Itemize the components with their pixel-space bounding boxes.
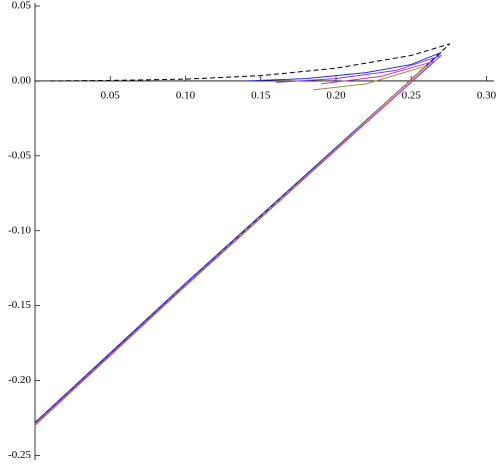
x-tick-label: 0.10 [176,89,196,101]
y-tick-label: -0.05 [8,149,31,161]
series-line [34,43,451,423]
y-tick-label: -0.25 [8,449,31,461]
x-tick-label: 0.30 [477,89,497,101]
x-tick-label: 0.20 [326,89,346,101]
y-tick-label: 0.00 [12,74,32,86]
y-tick-label: -0.20 [8,374,31,386]
x-tick-label: 0.15 [251,89,271,101]
y-tick-label: 0.05 [12,0,32,12]
series-line [34,65,427,426]
x-tick-label: 0.05 [101,89,121,101]
y-tick-label: -0.15 [8,299,31,311]
series-line [34,51,442,423]
x-tick-label: 0.25 [402,89,422,101]
y-tick-label: -0.10 [8,224,31,236]
series-line [34,54,442,425]
